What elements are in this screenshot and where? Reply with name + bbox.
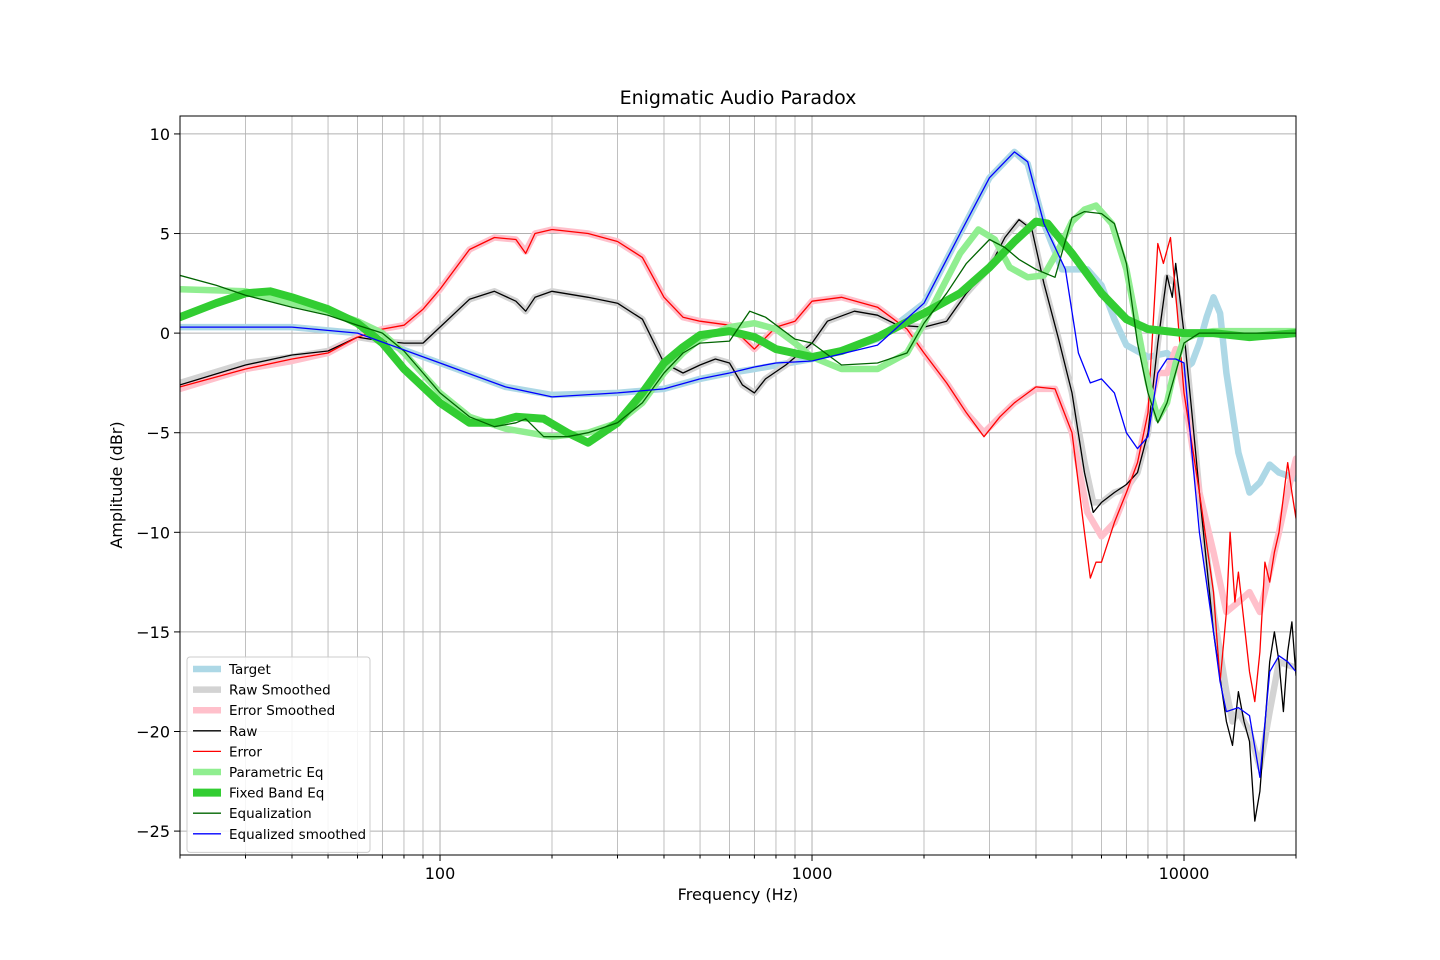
y-tick-label: −10 (136, 523, 170, 542)
legend-label: Fixed Band Eq (229, 786, 324, 802)
legend-label: Raw (229, 724, 257, 740)
legend-label: Target (228, 662, 271, 678)
series-line-error (180, 228, 1296, 703)
x-axis-label: Frequency (Hz) (678, 885, 799, 904)
chart-title: Enigmatic Audio Paradox (620, 87, 857, 109)
series-layer (180, 148, 1296, 822)
legend: Target Raw Smoothed Error Smoothed Raw Error… (186, 656, 371, 853)
y-tick-label: −5 (146, 424, 170, 443)
legend-box (186, 656, 371, 853)
y-tick-label: −25 (136, 822, 170, 841)
y-tick-label: 0 (160, 324, 170, 343)
legend-label: Raw Smoothed (229, 683, 331, 699)
legend-label: Equalization (229, 806, 312, 822)
y-tick-label: 10 (150, 125, 170, 144)
y-tick-label: −15 (136, 623, 170, 642)
legend-label: Equalized smoothed (229, 827, 366, 843)
legend-label: Error (229, 744, 262, 760)
x-tick-label: 10000 (1159, 864, 1210, 883)
y-tick-label: 5 (160, 225, 170, 244)
ticks: 10 5 0 −5 −10 −15 −20 −25 100 1000 10000 (136, 125, 1297, 883)
plot-frame (179, 115, 1297, 856)
x-tick-label: 100 (425, 864, 456, 883)
legend-label: Parametric Eq (229, 765, 324, 781)
y-axis-label: Amplitude (dBr) (107, 421, 126, 548)
y-tick-label: −20 (136, 723, 170, 742)
series-line-equalization (180, 210, 1296, 438)
series-line-equalized-smoothed (180, 151, 1296, 778)
legend-label: Error Smoothed (229, 703, 335, 719)
series-line-fixed-band-eq (180, 217, 1296, 447)
x-tick-label: 1000 (792, 864, 833, 883)
grid (179, 116, 1297, 855)
